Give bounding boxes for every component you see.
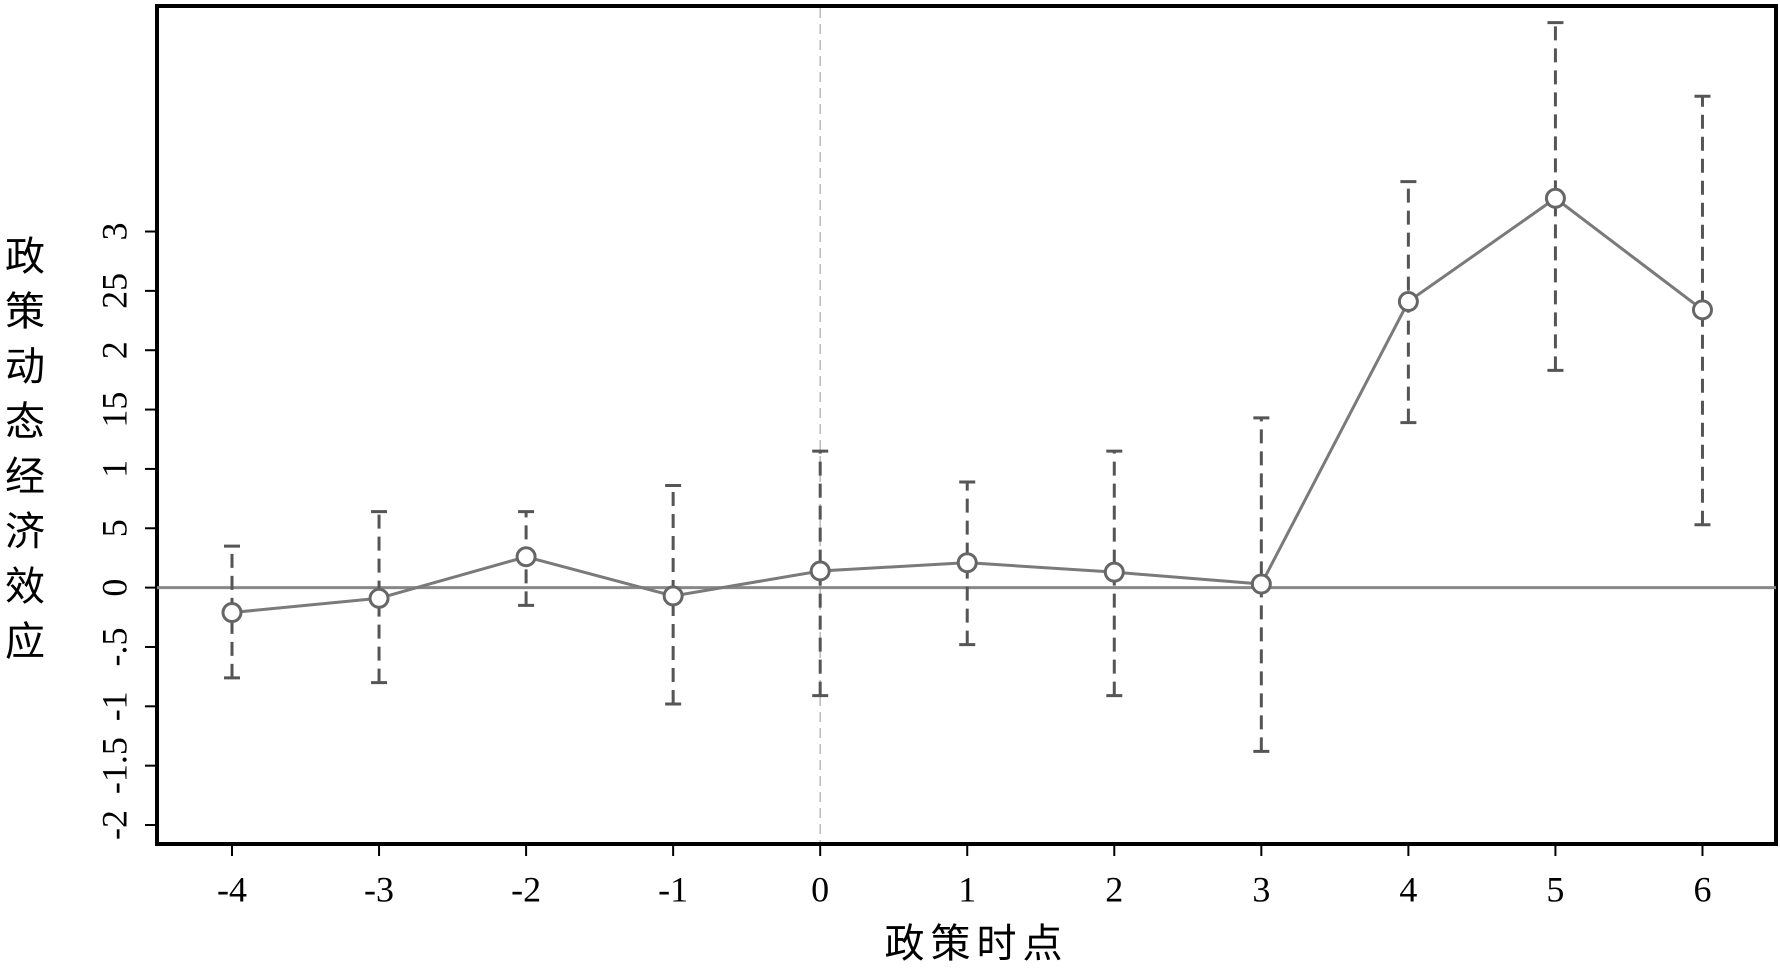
y-tick-label: 2 [94,341,134,359]
point [1250,573,1272,595]
x-tick-label: 1 [958,869,976,909]
y-tick-label: -1.5 [94,737,134,794]
x-tick-label: 2 [1105,869,1123,909]
point [1103,561,1125,583]
y-tick-label: 5 [94,519,134,537]
x-tick-label: 6 [1693,869,1711,909]
y-tick-label: 25 [94,273,134,309]
y-tick-label: 1 [94,460,134,478]
y-tick-label: -.5 [94,627,134,666]
x-tick-label: -4 [217,869,247,909]
y-axis-label: 政策动态经济效应 [5,234,45,664]
x-tick-label: -3 [364,869,394,909]
point [662,585,684,607]
x-tick-label: -2 [511,869,541,909]
point [368,587,390,609]
x-axis-label: 政策时点 [885,921,1069,966]
point [809,560,831,582]
y-tick-label: 15 [94,392,134,428]
x-tick-label: -1 [658,869,688,909]
plot-frame [155,4,1778,846]
y-tick-label: 3 [94,223,134,241]
x-tick-label: 4 [1399,869,1417,909]
point [221,602,243,624]
point [515,546,537,568]
point [1544,187,1566,209]
x-tick-label: 0 [811,869,829,909]
y-tick-label: -1 [94,691,134,721]
x-tick-label: 3 [1252,869,1270,909]
point [1691,299,1713,321]
point [956,552,978,574]
y-tick-label: -2 [94,810,134,840]
point [1397,291,1419,313]
y-tick-label: 0 [94,579,134,597]
x-tick-label: 5 [1546,869,1564,909]
